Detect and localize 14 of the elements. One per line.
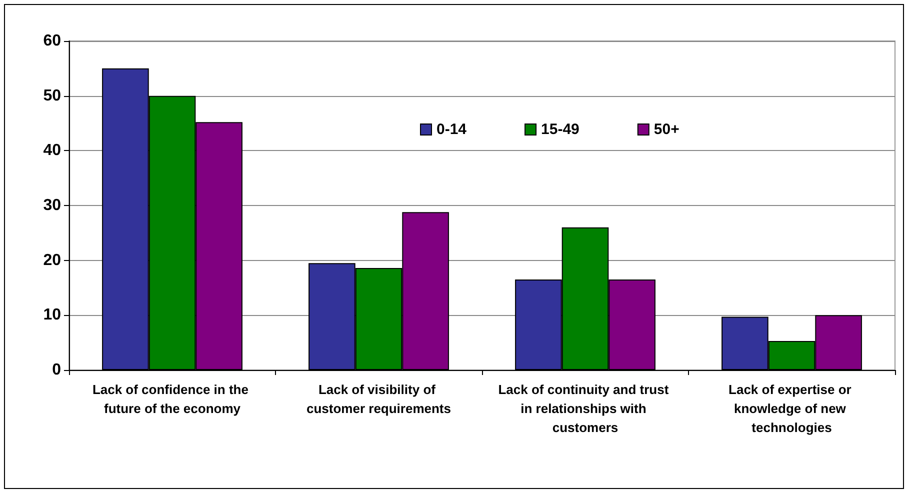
x-tick-label: Lack of visibility of customer requirements [306, 382, 451, 416]
legend-label: 0-14 [436, 121, 468, 138]
x-tick-label: Lack of continuity and trust in relationships with customers [498, 382, 672, 435]
y-tick-label: 60 [43, 32, 62, 50]
legend-label: 15-49 [541, 121, 580, 138]
x-tick-label: Lack of confidence in the future of the economy [92, 382, 252, 416]
y-tick-label: 40 [43, 142, 62, 160]
y-tick-label: 0 [52, 362, 62, 378]
legend-label: 50+ [654, 121, 680, 138]
x-tick-label: Lack of expertise or knowledge of new technologies [728, 382, 855, 435]
y-tick-label: 10 [43, 306, 62, 324]
y-tick-label: 30 [43, 197, 62, 214]
y-tick-label: 20 [43, 252, 62, 269]
y-tick-label: 50 [43, 87, 62, 104]
